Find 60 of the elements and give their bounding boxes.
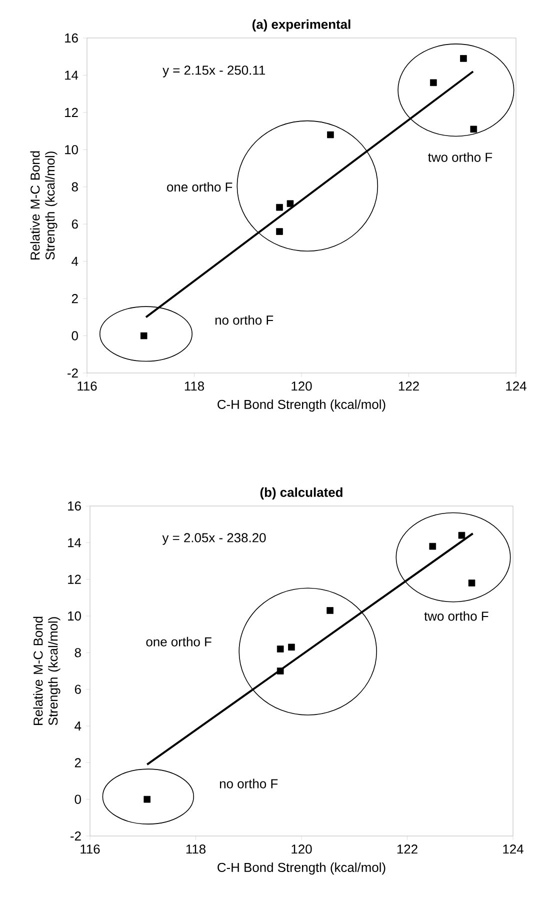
annotation: no ortho F [215, 315, 274, 325]
y-tick-label: 14 [68, 538, 82, 548]
x-tick-label: 120 [292, 844, 312, 854]
annotation: two ortho F [428, 152, 492, 162]
y-tick-label: 8 [74, 648, 81, 658]
y-tick-label: 16 [68, 501, 81, 511]
y-tick-label: 2 [72, 294, 78, 304]
point [288, 644, 295, 651]
x-tick-label: 116 [80, 844, 100, 854]
annotation: y = 2.05x - 238.20 [162, 533, 266, 545]
annotation: no ortho F [220, 778, 278, 788]
point [327, 131, 334, 138]
annotation: one ortho F [146, 636, 212, 646]
point [276, 646, 284, 652]
y-tick-label: 4 [74, 722, 82, 730]
point [430, 79, 437, 86]
point [458, 532, 466, 539]
y-tick-label: 16 [65, 33, 78, 43]
y-tick-label: 0 [74, 794, 81, 804]
point [326, 607, 334, 614]
point [429, 542, 436, 550]
y-tick-label: 0 [72, 331, 78, 340]
point [140, 332, 148, 340]
y-axis-title: Relative M-C Bond Strength (kcal/mol) [30, 151, 58, 260]
x-tick-label: 124 [503, 844, 524, 854]
x-axis-title: C-H Bond Strength (kcal/mol) [218, 862, 386, 875]
y-tick-label: 2 [74, 758, 81, 768]
x-axis-title: C-H Bond Strength (kcal/mol) [218, 400, 386, 412]
point [144, 796, 151, 803]
y-axis-title: Relative M-C Bond Strength (kcal/mol) [33, 616, 60, 726]
y-tick-label: 6 [74, 684, 81, 694]
y-tick-label: -2 [70, 831, 81, 841]
annotation: one ortho F [167, 182, 232, 192]
x-tick-label: 118 [186, 844, 206, 854]
chart-title: (a) experimental [252, 19, 350, 32]
x-tick-label: 118 [184, 382, 204, 391]
annotation: y = 2.15x - 250.11 [162, 66, 266, 78]
y-tick-label: 12 [68, 574, 81, 584]
point [276, 204, 283, 211]
x-tick-label: 120 [292, 382, 312, 391]
point [286, 200, 294, 208]
y-tick-label: 4 [72, 256, 78, 266]
point [460, 55, 467, 62]
x-tick-label: 124 [506, 382, 526, 391]
point [470, 126, 478, 133]
y-tick-label: 12 [65, 108, 78, 117]
annotation: two ortho F [424, 611, 488, 621]
y-tick-label: -2 [68, 368, 78, 378]
y-tick-label: 8 [72, 182, 78, 192]
y-tick-label: 10 [68, 611, 81, 621]
chart-title: (b) calculated [260, 487, 342, 500]
point [276, 228, 283, 235]
y-tick-label: 14 [65, 70, 78, 80]
x-tick-label: 122 [398, 382, 419, 391]
point [276, 668, 284, 674]
x-tick-label: 116 [78, 382, 97, 391]
point [468, 580, 476, 586]
x-tick-label: 122 [397, 844, 418, 854]
y-tick-label: 6 [72, 220, 78, 229]
y-tick-label: 10 [65, 145, 78, 154]
